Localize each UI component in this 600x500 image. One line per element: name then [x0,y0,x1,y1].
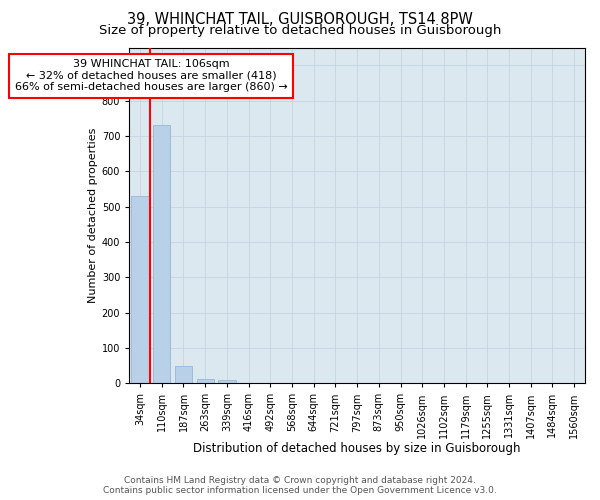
Bar [131,196,149,383]
Y-axis label: Number of detached properties: Number of detached properties [88,128,98,303]
Text: Size of property relative to detached houses in Guisborough: Size of property relative to detached ho… [99,24,501,37]
X-axis label: Distribution of detached houses by size in Guisborough: Distribution of detached houses by size … [193,442,521,455]
Text: 39 WHINCHAT TAIL: 106sqm
← 32% of detached houses are smaller (418)
66% of semi-: 39 WHINCHAT TAIL: 106sqm ← 32% of detach… [14,59,287,92]
Bar [197,379,214,383]
Bar [153,125,170,383]
Text: 39, WHINCHAT TAIL, GUISBOROUGH, TS14 8PW: 39, WHINCHAT TAIL, GUISBOROUGH, TS14 8PW [127,12,473,28]
Text: Contains HM Land Registry data © Crown copyright and database right 2024.
Contai: Contains HM Land Registry data © Crown c… [103,476,497,495]
Bar [175,366,192,383]
Bar [218,380,236,383]
